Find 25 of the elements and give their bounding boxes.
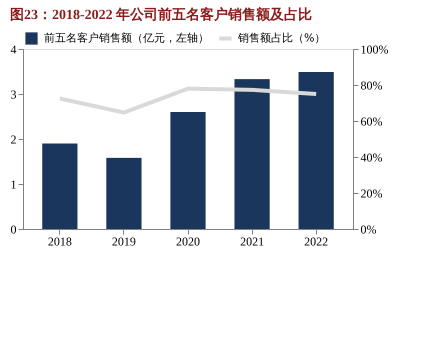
x-tick-label: 2018 — [48, 234, 72, 248]
y2-tick-label: 40% — [360, 150, 382, 164]
y-tick-label: 3 — [10, 88, 16, 102]
x-tick-label: 2022 — [304, 234, 328, 248]
y2-tick-label: 20% — [360, 186, 382, 200]
legend-label: 前五名客户销售额（亿元，左轴） — [44, 32, 209, 44]
x-tick-label: 2021 — [240, 234, 264, 248]
y2-tick-label: 0% — [360, 222, 376, 236]
y-tick-label: 2 — [10, 132, 16, 146]
y-tick-label: 0 — [10, 222, 16, 236]
bar — [106, 158, 142, 229]
x-tick-label: 2020 — [176, 234, 200, 248]
bar — [234, 79, 270, 229]
line-series — [58, 86, 318, 115]
y-tick-label: 4 — [10, 42, 16, 56]
bar — [42, 144, 78, 229]
y2-tick-label: 100% — [360, 42, 388, 56]
bar — [170, 112, 206, 229]
legend-label: 销售额占比（%） — [237, 32, 326, 44]
y2-tick-label: 80% — [360, 78, 382, 92]
y-tick-label: 1 — [10, 178, 16, 192]
y2-tick-label: 60% — [360, 114, 382, 128]
x-tick-label: 2019 — [112, 234, 136, 248]
chart-title: 图23：2018-2022 年公司前五名客户销售额及占比 — [10, 6, 312, 23]
bar — [298, 72, 334, 229]
